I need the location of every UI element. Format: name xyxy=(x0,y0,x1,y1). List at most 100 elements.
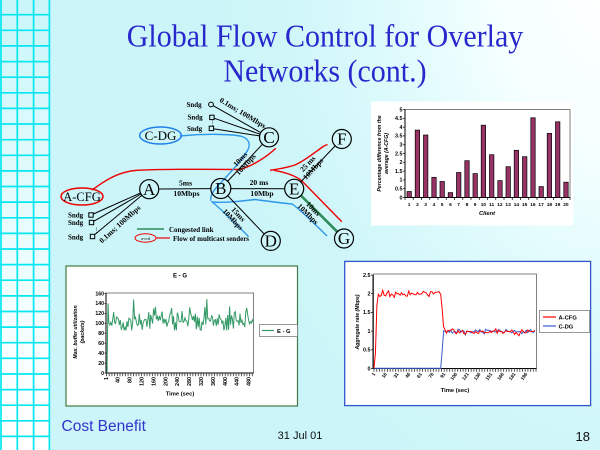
svg-text:40: 40 xyxy=(116,377,122,383)
svg-text:F: F xyxy=(337,130,346,149)
svg-text:Time (sec): Time (sec) xyxy=(166,392,195,398)
svg-text:4: 4 xyxy=(433,202,436,208)
svg-text:Time (sec): Time (sec) xyxy=(441,388,470,394)
svg-text:Client: Client xyxy=(479,211,496,217)
svg-text:240: 240 xyxy=(175,377,181,386)
svg-text:Aggregate rate (Mbps): Aggregate rate (Mbps) xyxy=(355,294,361,350)
svg-text:136: 136 xyxy=(473,371,483,381)
svg-text:80: 80 xyxy=(128,377,134,383)
svg-text:76: 76 xyxy=(428,371,436,379)
svg-text:120: 120 xyxy=(95,311,104,317)
svg-text:14: 14 xyxy=(514,202,520,208)
svg-text:Sndg: Sndg xyxy=(188,114,204,122)
svg-text:10Mbp: 10Mbp xyxy=(250,189,273,198)
svg-text:3: 3 xyxy=(424,202,427,208)
svg-text:5: 5 xyxy=(400,107,403,113)
svg-text:166: 166 xyxy=(496,371,506,381)
svg-text:A: A xyxy=(143,180,156,199)
svg-text:19: 19 xyxy=(555,202,561,208)
svg-text:91: 91 xyxy=(439,371,447,379)
svg-text:10ms10Mbps: 10ms10Mbps xyxy=(228,147,258,177)
svg-text:6: 6 xyxy=(449,202,452,208)
svg-text:4.5: 4.5 xyxy=(395,116,403,122)
svg-text:25 ms10Mbps: 25 ms10Mbps xyxy=(296,151,326,181)
svg-text:15: 15 xyxy=(522,202,528,208)
svg-text:8: 8 xyxy=(466,202,469,208)
svg-text:3: 3 xyxy=(400,143,403,149)
svg-text:100: 100 xyxy=(95,321,104,327)
svg-text:2: 2 xyxy=(416,202,419,208)
svg-text:1: 1 xyxy=(371,371,378,377)
svg-text:121: 121 xyxy=(461,371,471,381)
svg-text:1: 1 xyxy=(368,329,371,335)
svg-text:61: 61 xyxy=(416,371,424,379)
svg-text:⋮: ⋮ xyxy=(210,121,216,127)
svg-text:10Mbps: 10Mbps xyxy=(173,189,199,198)
svg-text:20: 20 xyxy=(98,361,104,367)
svg-text:10: 10 xyxy=(481,202,487,208)
svg-text:140: 140 xyxy=(95,301,104,307)
svg-text:C-DG: C-DG xyxy=(145,128,177,143)
svg-text:160: 160 xyxy=(151,377,157,386)
svg-text:360: 360 xyxy=(211,377,217,386)
svg-text:4: 4 xyxy=(400,125,403,131)
svg-text:Congested link: Congested link xyxy=(169,226,214,234)
svg-text:average (A-CFG): average (A-CFG) xyxy=(384,133,390,174)
svg-text:16: 16 xyxy=(381,371,389,379)
svg-text:106: 106 xyxy=(450,371,460,381)
svg-text:E: E xyxy=(289,179,299,198)
svg-text:Sndg: Sndg xyxy=(68,219,84,227)
svg-text:280: 280 xyxy=(187,377,193,386)
svg-text:11: 11 xyxy=(489,202,494,208)
svg-text:Sndg: Sndg xyxy=(187,125,203,133)
svg-text:A-CFG: A-CFG xyxy=(63,190,101,204)
svg-text:0: 0 xyxy=(400,195,403,201)
svg-text:Max. buffer utilization: Max. buffer utilization xyxy=(73,305,79,358)
svg-text:20 ms: 20 ms xyxy=(250,178,269,187)
svg-text:7: 7 xyxy=(457,202,460,208)
svg-text:2: 2 xyxy=(368,292,371,298)
svg-text:E - G: E - G xyxy=(173,274,187,280)
svg-text:0.5: 0.5 xyxy=(395,187,403,193)
svg-text:13: 13 xyxy=(505,202,511,208)
svg-text:Sndg: Sndg xyxy=(187,101,203,109)
svg-text:320: 320 xyxy=(199,377,205,386)
svg-text:3.5: 3.5 xyxy=(395,134,403,140)
svg-text:0.5: 0.5 xyxy=(363,348,371,354)
svg-text:18: 18 xyxy=(547,202,553,208)
svg-text:120: 120 xyxy=(140,377,146,386)
svg-text:200: 200 xyxy=(163,377,169,386)
svg-text:2.5: 2.5 xyxy=(363,273,371,279)
svg-text:1: 1 xyxy=(104,377,110,380)
svg-text:5: 5 xyxy=(441,202,444,208)
svg-text:46: 46 xyxy=(404,371,412,379)
svg-text:2.5: 2.5 xyxy=(395,151,403,157)
svg-text:C-DG: C-DG xyxy=(559,324,574,330)
svg-text:D: D xyxy=(265,232,277,251)
svg-text:181: 181 xyxy=(508,371,518,381)
svg-text:a-crd: a-crd xyxy=(141,236,151,241)
svg-text:40: 40 xyxy=(98,351,104,357)
svg-text:1.5: 1.5 xyxy=(395,169,403,175)
svg-text:1: 1 xyxy=(408,202,411,208)
svg-text:⋮: ⋮ xyxy=(94,228,100,234)
svg-text:9: 9 xyxy=(474,202,477,208)
svg-text:15ms10Mbps: 15ms10Mbps xyxy=(221,202,251,232)
svg-text:17: 17 xyxy=(538,202,544,208)
svg-text:12: 12 xyxy=(497,202,503,208)
svg-text:Sndg: Sndg xyxy=(68,234,84,242)
svg-text:A-CFG: A-CFG xyxy=(559,315,578,321)
svg-text:480: 480 xyxy=(247,377,253,386)
svg-text:16: 16 xyxy=(530,202,536,208)
svg-text:160: 160 xyxy=(95,291,104,297)
svg-text:31: 31 xyxy=(393,371,401,379)
svg-text:80: 80 xyxy=(98,331,104,337)
svg-text:151: 151 xyxy=(485,371,495,381)
svg-text:60: 60 xyxy=(98,341,104,347)
svg-text:440: 440 xyxy=(235,377,241,386)
svg-text:(packets): (packets) xyxy=(80,320,86,343)
svg-text:Sndg: Sndg xyxy=(68,212,84,220)
svg-text:1.5: 1.5 xyxy=(363,310,371,316)
svg-text:1: 1 xyxy=(400,178,403,184)
svg-text:E - G: E - G xyxy=(277,329,291,335)
